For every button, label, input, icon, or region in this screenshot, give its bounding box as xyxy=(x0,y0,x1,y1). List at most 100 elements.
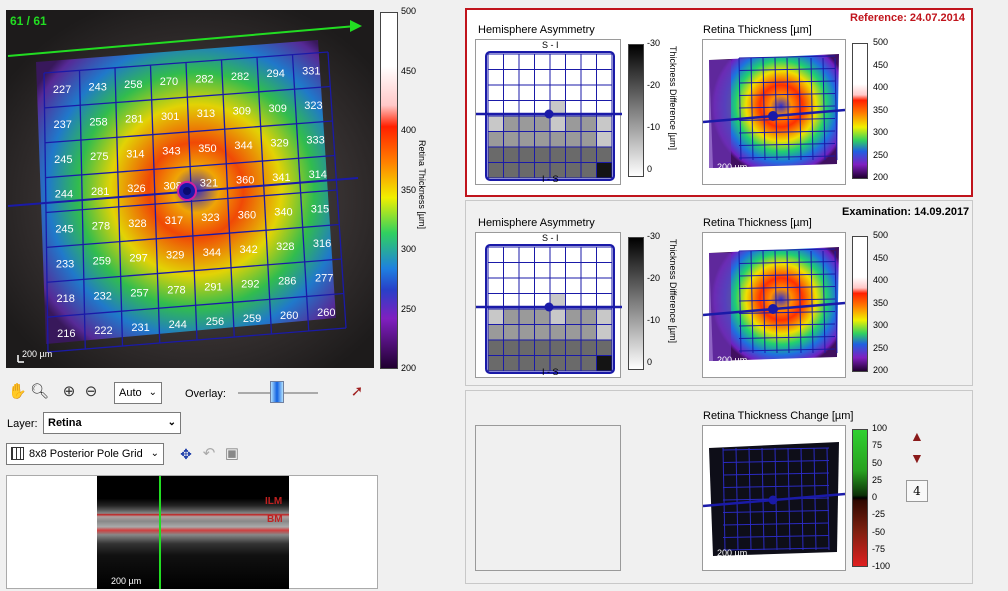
grid-cell-value: 321 xyxy=(200,178,218,190)
grid-cell-value: 301 xyxy=(161,111,179,123)
step-up-button[interactable]: ▲ xyxy=(910,428,924,444)
thickness-tick: 300 xyxy=(873,320,889,330)
colorbar-tick: 250 xyxy=(401,303,417,314)
change-title: Retina Thickness Change [µm] xyxy=(703,410,854,422)
grid-select[interactable]: 8x8 Posterior Pole Grid ⌄ xyxy=(6,443,164,465)
grid-line xyxy=(46,223,340,249)
colorbar-tick: 450 xyxy=(401,65,417,76)
hand-icon[interactable]: ✋ xyxy=(8,383,27,400)
asymmetry-cell xyxy=(565,308,582,325)
grid-cell-value: 360 xyxy=(236,175,254,187)
cursor-icon[interactable]: ➚ xyxy=(350,383,364,400)
diff-tick: -10 xyxy=(647,122,661,132)
magnifier-icon[interactable]: 🔍︎ xyxy=(30,383,50,400)
asymmetry-cell xyxy=(580,84,597,101)
grid-cell-value: 256 xyxy=(206,316,224,328)
fundus-image[interactable]: 227 243 258 270 282 282 294 331 237 258 281 301 313 3… xyxy=(6,10,374,368)
bscan-position-line[interactable] xyxy=(159,476,161,589)
diff-tick: -30 xyxy=(647,231,661,241)
grid-cell-value: 329 xyxy=(270,137,288,149)
thickness-tick: 200 xyxy=(873,172,889,182)
asymmetry-cell xyxy=(487,277,504,294)
asymmetry-cell xyxy=(565,355,582,372)
asymmetry-cell xyxy=(487,84,504,101)
grid-cell-value: 309 xyxy=(268,103,286,115)
grid-cell-value: 258 xyxy=(89,116,107,128)
asymmetry-cell xyxy=(487,308,504,325)
grid-cell-value: 282 xyxy=(195,74,213,86)
grid-cell-value: 286 xyxy=(278,276,296,288)
layer-label: Layer: xyxy=(7,418,38,430)
change-map xyxy=(702,442,846,556)
difference-colorbar-title: Thickness Difference [µm] xyxy=(668,239,678,344)
change-colorbar xyxy=(852,429,868,567)
thickness-tick: 350 xyxy=(873,297,889,308)
colorbar-tick: 350 xyxy=(401,184,417,195)
asymmetry-cell xyxy=(534,53,551,70)
undo-icon[interactable]: ↶ xyxy=(202,445,216,462)
asymmetry-cell xyxy=(487,69,504,86)
grid-cell-value: 333 xyxy=(306,135,324,147)
asymmetry-cell xyxy=(534,131,551,148)
zoom-select[interactable]: Auto ⌄ xyxy=(114,382,162,404)
superior-inferior-label: S - I xyxy=(542,233,559,243)
layer-select[interactable]: Retina ⌄ xyxy=(43,412,181,434)
grid-cell-value: 350 xyxy=(198,143,216,155)
change-map-box[interactable]: 200 µm xyxy=(702,425,846,571)
grid-cell-value: 342 xyxy=(239,244,257,256)
examination-thickness-map[interactable]: 200 µm xyxy=(702,232,846,378)
difference-colorbar xyxy=(628,237,644,370)
grid-cell-value: 216 xyxy=(57,328,75,340)
reference-thickness-map[interactable]: 200 µm xyxy=(702,39,846,185)
diff-tick: -20 xyxy=(647,273,661,283)
grid-cell-value: 259 xyxy=(243,313,261,325)
grid-cell-value: 277 xyxy=(315,273,333,285)
asymmetry-cell xyxy=(565,262,582,279)
chevron-down-icon: ⌄ xyxy=(148,387,157,398)
colorbar-tick: 25 xyxy=(872,474,883,485)
grid-cell-value: 309 xyxy=(233,105,251,117)
asymmetry-cell xyxy=(580,53,597,70)
thickness-tick: 200 xyxy=(873,365,889,375)
step-down-button[interactable]: ▼ xyxy=(910,450,924,466)
thickness-tick: 250 xyxy=(873,342,889,353)
grid-cell-value: 314 xyxy=(309,169,327,181)
grid-cell-value: 257 xyxy=(130,287,148,299)
asymmetry-title: Hemisphere Asymmetry xyxy=(478,217,595,229)
asymmetry-cell xyxy=(503,84,520,101)
center-grid-icon[interactable]: ✥ xyxy=(180,446,192,462)
grid-line xyxy=(47,292,344,318)
thickness-tick: 300 xyxy=(873,127,889,137)
asymmetry-cell xyxy=(549,146,566,163)
save-icon[interactable]: ▣ xyxy=(224,445,240,462)
reference-asymmetry-map[interactable]: S - I I - S xyxy=(475,39,622,185)
colorbar-ticks: 500 450 400 350 300 250 200 xyxy=(401,6,421,373)
bm-label: BM xyxy=(267,514,283,525)
asymmetry-cell xyxy=(549,69,566,86)
colorbar-tick: 200 xyxy=(401,363,417,373)
asymmetry-cell xyxy=(565,277,582,294)
asymmetry-cell xyxy=(565,324,582,341)
zoom-out-icon[interactable]: ⊖ xyxy=(84,383,98,400)
grid-cell-value: 259 xyxy=(93,255,111,267)
bscan-image[interactable]: ILM BM 200 µm xyxy=(97,476,289,589)
zoom-in-icon[interactable]: ⊕ xyxy=(62,383,76,400)
asymmetry-cell xyxy=(549,115,566,132)
asymmetry-cell xyxy=(565,162,582,179)
chevron-down-icon: ⌄ xyxy=(150,448,159,459)
grid-icon xyxy=(11,447,24,460)
grid-cell-value: 343 xyxy=(162,146,180,158)
grid-cell-value: 222 xyxy=(94,325,112,337)
asymmetry-grid xyxy=(476,244,622,374)
thickness-scale-label: 200 µm xyxy=(717,355,748,365)
examination-asymmetry-map[interactable]: S - I I - S xyxy=(475,232,622,378)
grid-cell-value: 344 xyxy=(234,140,252,152)
overlay-slider-thumb[interactable] xyxy=(270,381,284,403)
asymmetry-cell xyxy=(534,246,551,263)
step-value[interactable]: 4 xyxy=(906,480,928,502)
thickness-tick: 500 xyxy=(873,37,889,47)
grid-cell-value: 243 xyxy=(88,81,106,93)
colorbar-tick: 0 xyxy=(872,492,878,502)
asymmetry-cell xyxy=(596,339,613,356)
grid-line xyxy=(46,258,342,283)
